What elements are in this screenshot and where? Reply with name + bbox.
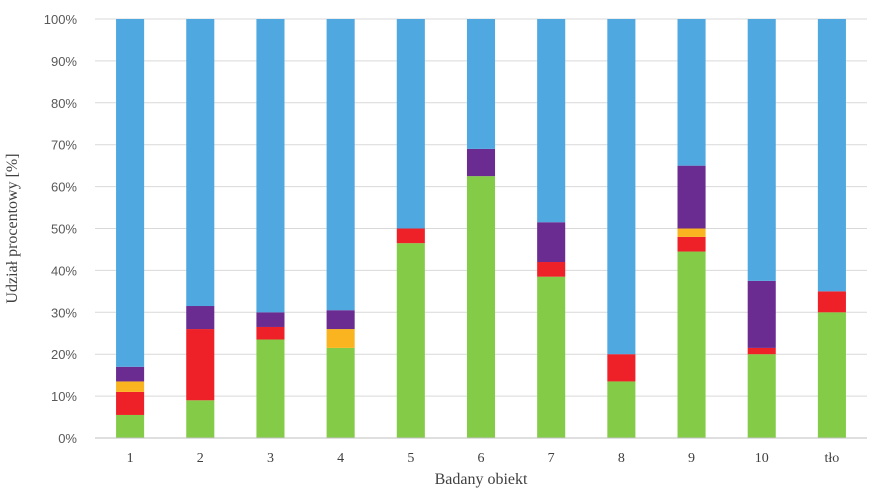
bar-segment (186, 19, 215, 307)
bar-segment (116, 381, 145, 392)
bars (116, 19, 846, 438)
x-tick-label: 7 (548, 451, 555, 466)
y-axis-title: Udział procentowy [%] (4, 153, 21, 303)
x-tick-label: 9 (688, 451, 695, 466)
bar-segment (186, 306, 215, 330)
bar-segment (537, 262, 566, 277)
bar-segment (466, 148, 496, 177)
bar-segment (256, 326, 285, 340)
bar-segment (607, 354, 636, 382)
bar-segment (537, 19, 566, 223)
y-tick-label: 10% (51, 389, 77, 404)
bar-segment (116, 366, 145, 382)
x-tick-label: tło (825, 451, 840, 466)
x-tick-label: 1 (127, 451, 134, 466)
bar-segment (256, 339, 285, 438)
bar-segment (747, 19, 776, 281)
bar-segment (256, 19, 285, 313)
y-tick-label: 100% (44, 12, 78, 27)
bar-segment (817, 19, 846, 292)
bar-segment (186, 400, 215, 438)
y-tick-label: 50% (51, 222, 77, 237)
bar-segment (326, 347, 355, 438)
x-axis-title: Badany obiekt (435, 471, 528, 488)
y-tick-label: 90% (51, 54, 77, 69)
x-tick-label: 5 (407, 451, 414, 466)
y-tick-label: 40% (51, 263, 77, 278)
bar-segment (817, 291, 846, 313)
x-tick-label: 3 (267, 451, 274, 466)
bar-segment (747, 280, 776, 348)
y-tick-label: 0% (58, 431, 77, 446)
bar-segment (116, 414, 145, 438)
x-tick-label: 8 (618, 451, 625, 466)
y-tick-label: 20% (51, 347, 77, 362)
bar-segment (326, 19, 355, 311)
bar-segment (396, 19, 425, 229)
bar-segment (677, 19, 706, 166)
bar-segment (326, 329, 355, 348)
x-tick-label: 6 (478, 451, 485, 466)
bar-segment (326, 310, 355, 330)
bar-segment (607, 381, 636, 438)
bar-segment (396, 243, 425, 438)
bar-segment (116, 19, 145, 367)
y-tick-label: 80% (51, 96, 77, 111)
y-tick-label: 70% (51, 138, 77, 153)
y-axis-tick-labels: 0% 10% 20% 30% 40% 50% 60% 70% 80% 90% 100% (44, 12, 78, 446)
bar-segment (186, 329, 215, 401)
bar-segment (747, 347, 776, 355)
bar-segment (607, 19, 636, 355)
bar-segment (537, 276, 566, 438)
bar-segment (677, 251, 706, 438)
y-tick-label: 60% (51, 180, 77, 195)
x-tick-label: 2 (197, 451, 204, 466)
bar-segment (396, 228, 425, 244)
x-tick-label: 10 (755, 451, 769, 466)
bar-segment (677, 165, 706, 229)
x-tick-label: 4 (337, 451, 344, 466)
x-axis-tick-labels: 1 2 3 4 5 6 7 8 9 10 tło (127, 451, 840, 466)
bar-segment (677, 228, 706, 237)
bar-segment (537, 222, 566, 263)
bar-segment (817, 312, 846, 438)
bar-segment (116, 391, 145, 415)
bar-segment (747, 354, 776, 438)
bar-segment (677, 236, 706, 252)
bar-segment (466, 176, 496, 438)
y-tick-label: 30% (51, 305, 77, 320)
bar-segment (466, 19, 496, 149)
bar-segment (256, 312, 285, 327)
